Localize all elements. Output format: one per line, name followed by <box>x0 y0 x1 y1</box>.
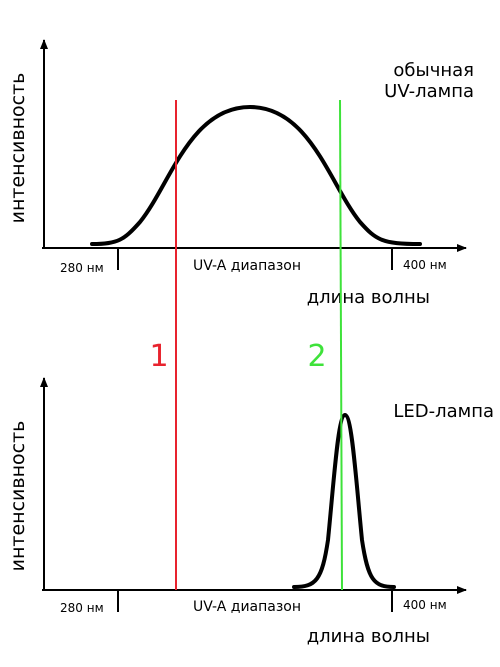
top-range-label: UV-A диапазон <box>193 258 301 274</box>
uv-lamp-title-line1: обычная <box>393 60 474 81</box>
marker-2-label: 2 <box>307 339 326 374</box>
bottom-right-tick-label: 400 нм <box>403 598 447 612</box>
top-y-axis-label: интенсивность <box>7 73 29 224</box>
bottom-y-axis-label: интенсивность <box>7 421 29 572</box>
led-lamp-title: LED-лампа <box>393 401 494 422</box>
uv-lamp-curve <box>90 104 422 246</box>
top-x-axis-label: длина волны <box>307 287 430 308</box>
marker-1-label: 1 <box>149 339 168 374</box>
bottom-panel: интенсивность 280 нм 400 нм UV-A диапазо… <box>7 377 494 647</box>
bottom-x-axis-label: длина волны <box>307 626 430 647</box>
uv-lamp-title-line2: UV-лампа <box>384 81 474 102</box>
top-left-tick-label: 280 нм <box>60 261 104 275</box>
marker-2-line <box>339 99 343 591</box>
markers: 1 2 <box>149 99 343 591</box>
led-lamp-curve <box>292 412 396 589</box>
top-panel: интенсивность 280 нм 400 нм UV-A диапазо… <box>7 39 474 308</box>
bottom-range-label: UV-A диапазон <box>193 599 301 615</box>
bottom-left-tick-label: 280 нм <box>60 601 104 615</box>
top-right-tick-label: 400 нм <box>403 258 447 272</box>
